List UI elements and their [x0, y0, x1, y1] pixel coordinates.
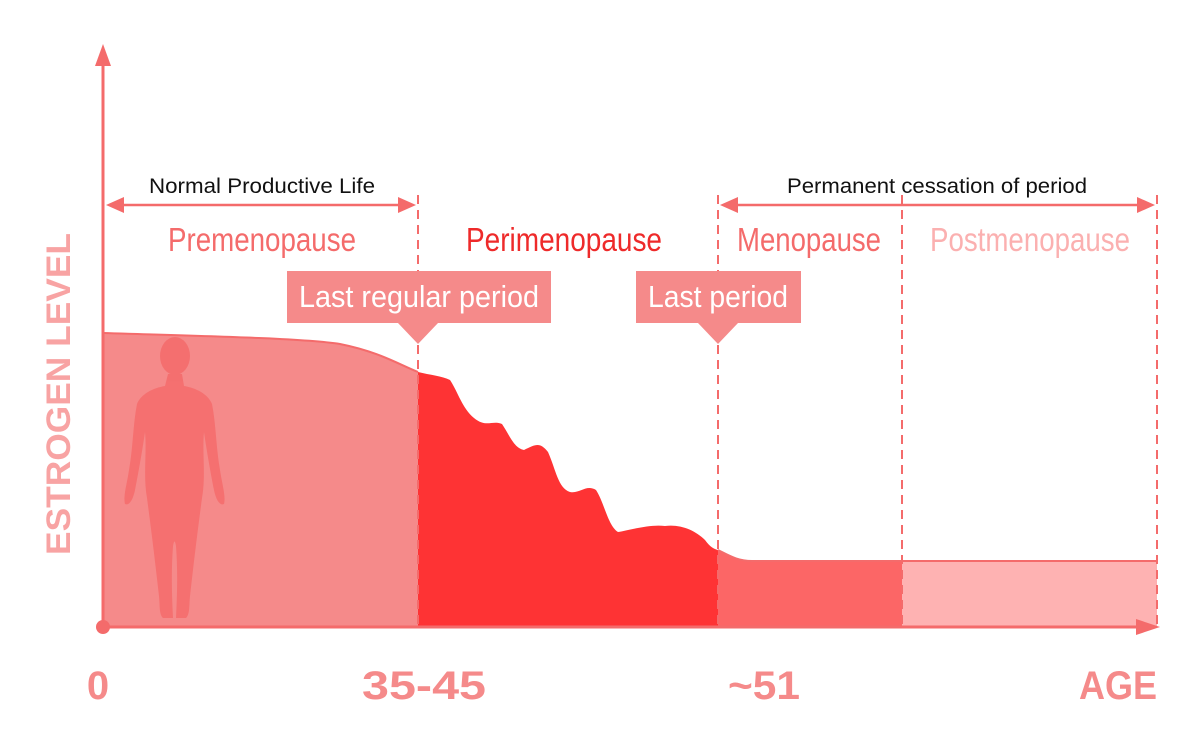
y-axis-label: ESTROGEN LEVEL: [40, 233, 78, 555]
cessation-span-arrow: [720, 197, 1155, 213]
x-tick-0: 0: [87, 664, 109, 708]
callout-last-period: Last period: [636, 271, 801, 344]
callout-last-period-label: Last period: [648, 279, 788, 314]
phase-premenopause: Premenopause: [168, 221, 356, 258]
cessation-label: Permanent cessation of period: [787, 175, 1087, 198]
origin-dot: [96, 620, 110, 634]
x-tick-35-45: 35-45: [362, 664, 486, 708]
menopause-area: [718, 550, 902, 627]
y-axis: [95, 44, 111, 627]
x-axis: [103, 619, 1160, 635]
postmenopause-area: [902, 561, 1157, 627]
normal-life-label: Normal Productive Life: [149, 175, 375, 198]
x-axis-arrow-icon: [1136, 619, 1160, 635]
x-tick-51: ~51: [728, 664, 800, 708]
callout-last-regular-period: Last regular period: [287, 271, 551, 344]
female-silhouette-icon: [124, 337, 225, 618]
callout-last-regular-period-label: Last regular period: [299, 279, 539, 314]
estrogen-curve-tail: [717, 549, 1157, 562]
phase-menopause: Menopause: [737, 221, 881, 258]
phase-perimenopause: Perimenopause: [466, 221, 662, 258]
phase-dividers: [417, 195, 1158, 627]
perimenopause-area: [418, 372, 718, 627]
phase-postmenopause: Postmenopause: [930, 221, 1130, 258]
x-axis-label: AGE: [1079, 664, 1157, 708]
y-axis-arrow-icon: [95, 44, 111, 66]
normal-life-span-arrow: [106, 197, 416, 213]
estrogen-curve: [102, 332, 419, 373]
